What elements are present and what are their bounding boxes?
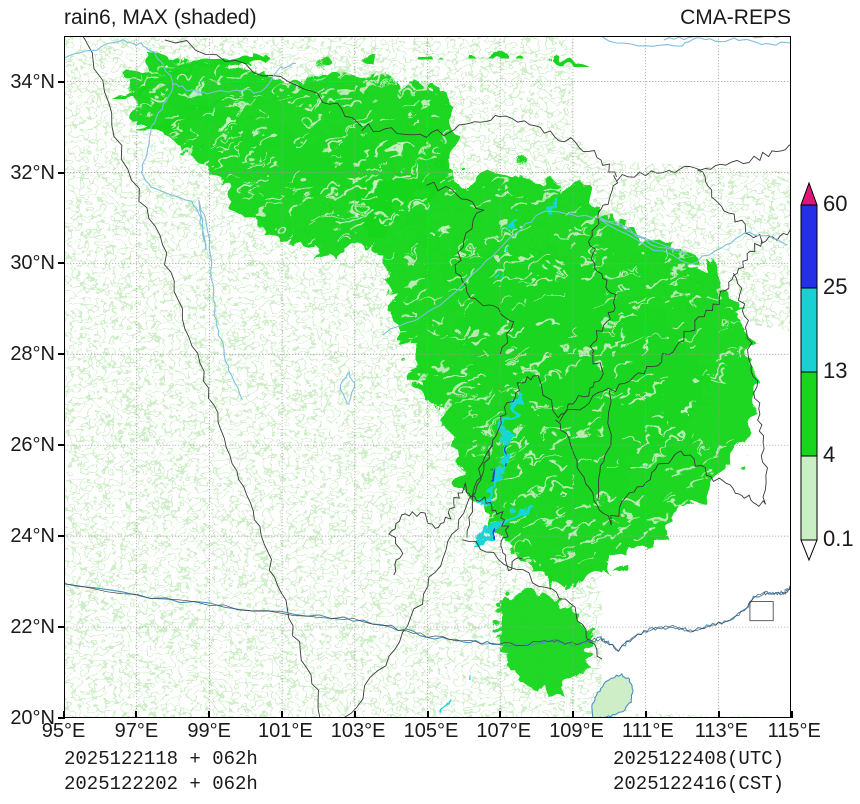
svg-text:0.1: 0.1 xyxy=(823,526,854,551)
svg-text:13: 13 xyxy=(823,358,847,383)
svg-text:4: 4 xyxy=(823,442,835,467)
svg-text:25: 25 xyxy=(823,274,847,299)
svg-text:60: 60 xyxy=(823,191,847,216)
